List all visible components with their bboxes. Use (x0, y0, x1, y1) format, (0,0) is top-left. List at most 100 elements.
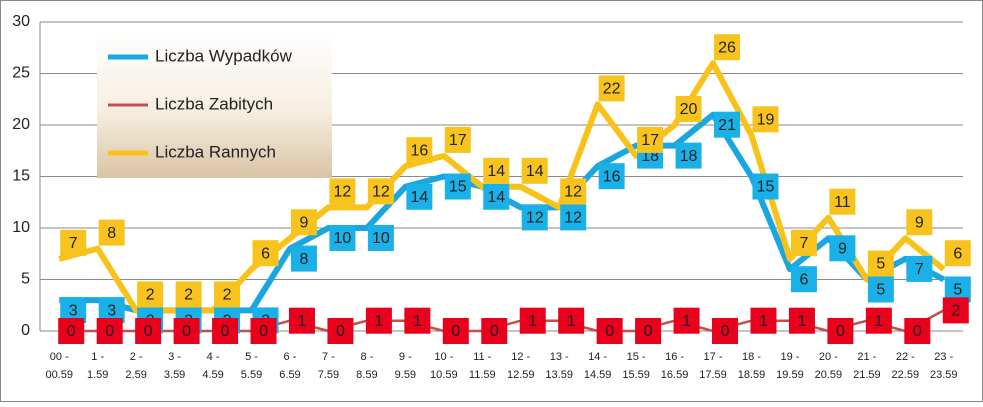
value-label-box (598, 75, 625, 102)
x-tick-label: 5.59 (241, 369, 262, 381)
value-label: 5 (953, 282, 962, 299)
value-label-box (444, 173, 471, 200)
x-tick-label: 10 - (434, 351, 453, 363)
value-label-box (96, 318, 123, 344)
x-tick-label: 3.59 (164, 369, 185, 381)
value-label: 9 (838, 241, 847, 258)
value-label: 1 (682, 313, 691, 330)
value-label: 1 (374, 313, 383, 330)
x-tick-label: 7.59 (318, 369, 339, 381)
x-tick-label: 3 - (168, 351, 181, 363)
value-label: 7 (799, 235, 808, 252)
x-tick-label: 14.59 (584, 369, 612, 381)
value-label-box (635, 318, 662, 344)
value-label: 0 (644, 323, 653, 340)
value-label-box (944, 240, 971, 267)
value-label: 5 (876, 256, 885, 273)
value-label: 1 (528, 313, 537, 330)
x-tick-label: 19.59 (776, 369, 804, 381)
value-label-box (135, 318, 162, 344)
value-label: 0 (605, 323, 614, 340)
value-label-box (519, 307, 546, 334)
value-label: 14 (487, 163, 505, 180)
value-label: 0 (913, 323, 922, 340)
y-tick-label: 10 (12, 219, 30, 236)
value-label-box (481, 318, 508, 344)
legend-label: Liczba Rannych (155, 142, 276, 161)
value-label-box (790, 266, 817, 293)
value-label: 19 (757, 112, 775, 129)
value-label: 0 (182, 323, 191, 340)
value-label-box (752, 106, 779, 133)
x-tick-label: 20 - (819, 351, 838, 363)
value-label-box (483, 183, 510, 210)
value-label-box (214, 281, 241, 308)
y-tick-label: 30 (12, 13, 30, 30)
x-tick-label: 21 - (857, 351, 876, 363)
x-tick-label: 17.59 (699, 369, 727, 381)
x-tick-label: 22.59 (892, 369, 920, 381)
value-label: 12 (564, 184, 582, 201)
value-label-box (714, 34, 741, 61)
value-label-box (406, 137, 433, 164)
value-label: 0 (144, 323, 153, 340)
value-label: 0 (105, 323, 114, 340)
value-label-box (212, 318, 239, 344)
value-label: 12 (334, 184, 352, 201)
value-label-box (675, 142, 702, 169)
value-label-box (827, 318, 854, 344)
value-label: 0 (259, 323, 268, 340)
value-label-box (867, 276, 894, 303)
x-tick-label: 13.59 (545, 369, 573, 381)
x-tick-label: 6.59 (279, 369, 300, 381)
value-label-box (290, 209, 317, 236)
value-label: 26 (718, 39, 736, 56)
x-tick-label: 23 - (934, 351, 953, 363)
value-label: 0 (336, 323, 345, 340)
value-label: 8 (300, 251, 309, 268)
value-label-box (712, 318, 739, 344)
value-label-box (904, 318, 931, 344)
x-tick-label: 18.59 (738, 369, 766, 381)
value-label-box (867, 250, 894, 277)
value-label: 12 (526, 210, 544, 227)
value-label-box (442, 318, 469, 344)
value-label: 1 (759, 313, 768, 330)
value-label: 2 (223, 287, 232, 304)
value-label-box (596, 318, 623, 344)
value-label: 22 (603, 81, 621, 98)
x-tick-label: 10.59 (430, 369, 458, 381)
value-label: 16 (410, 142, 428, 159)
x-tick-label: 14 - (588, 351, 607, 363)
value-label: 3 (107, 302, 116, 319)
value-label: 5 (876, 282, 885, 299)
value-label: 0 (67, 323, 76, 340)
value-label-box (175, 281, 202, 308)
value-label-box (367, 178, 394, 205)
x-tick-label: 16 - (665, 351, 684, 363)
value-label: 11 (834, 194, 851, 211)
x-tick-label: 2.59 (125, 369, 146, 381)
x-tick-label: 8.59 (356, 369, 377, 381)
value-label-box (598, 163, 625, 190)
value-label: 18 (680, 148, 698, 165)
value-label: 17 (449, 132, 467, 149)
legend-label: Liczba Wypadków (155, 46, 293, 65)
x-tick-label: 22 - (896, 351, 915, 363)
y-tick-label: 20 (12, 116, 30, 133)
value-label: 1 (874, 313, 883, 330)
x-tick-label: 11.59 (469, 369, 496, 381)
x-tick-label: 4.59 (202, 369, 223, 381)
value-label: 0 (451, 323, 460, 340)
value-label: 20 (680, 101, 698, 118)
value-label: 15 (449, 179, 467, 196)
value-label: 0 (221, 323, 230, 340)
value-label-box (521, 204, 548, 231)
value-label-box (942, 297, 969, 324)
value-label: 1 (413, 313, 422, 330)
value-label: 0 (836, 323, 845, 340)
value-label: 12 (372, 184, 390, 201)
value-label: 1 (567, 313, 576, 330)
value-label-box (58, 318, 85, 344)
value-label-box (906, 209, 933, 236)
